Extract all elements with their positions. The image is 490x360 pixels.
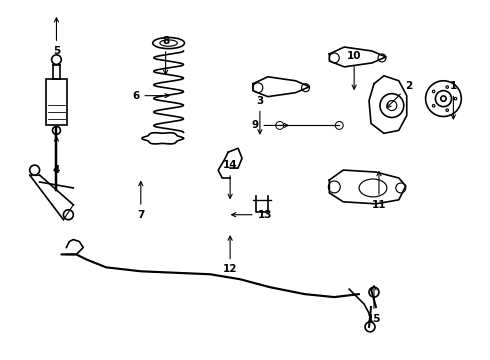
Text: 5: 5 xyxy=(53,18,60,56)
Text: 12: 12 xyxy=(223,236,237,274)
Text: 1: 1 xyxy=(450,81,457,119)
Text: 11: 11 xyxy=(372,172,386,210)
Text: 6: 6 xyxy=(132,91,169,101)
Text: 10: 10 xyxy=(347,51,362,89)
Text: 7: 7 xyxy=(137,181,145,220)
Text: 4: 4 xyxy=(53,137,60,175)
Bar xyxy=(46,79,68,125)
Text: 9: 9 xyxy=(251,121,288,130)
Text: 8: 8 xyxy=(162,36,169,74)
Text: 14: 14 xyxy=(223,160,238,198)
Text: 15: 15 xyxy=(367,286,381,324)
Text: 13: 13 xyxy=(232,210,272,220)
Text: 2: 2 xyxy=(387,81,413,108)
Text: 3: 3 xyxy=(256,96,264,134)
